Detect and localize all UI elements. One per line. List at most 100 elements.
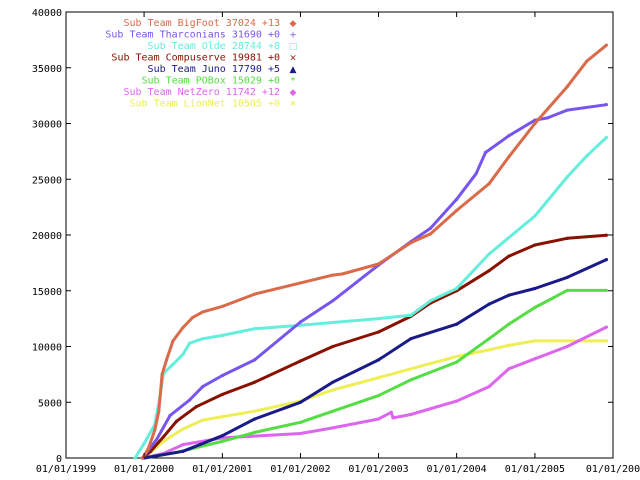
data-point-olde bbox=[604, 135, 608, 140]
data-point-netzero bbox=[455, 399, 459, 403]
data-point-tharconians bbox=[253, 358, 257, 362]
data-point-lionnet bbox=[331, 388, 335, 392]
y-tick-label: 15000 bbox=[32, 287, 62, 298]
y-tick-label: 20000 bbox=[32, 231, 62, 242]
data-point-olde bbox=[181, 352, 185, 356]
data-point-bigfoot bbox=[298, 281, 303, 285]
data-point-lionnet bbox=[376, 376, 381, 380]
y-tick-label: 40000 bbox=[32, 8, 62, 19]
data-point-tharconians bbox=[545, 116, 550, 120]
legend-marker-netzero: ◆ bbox=[290, 88, 297, 98]
data-point-compuserve bbox=[331, 344, 335, 349]
data-point-compuserve bbox=[220, 392, 224, 397]
y-tick-label: 35000 bbox=[32, 64, 62, 75]
x-tick-label: 01/01/2001 bbox=[192, 464, 252, 475]
data-point-netzero bbox=[533, 357, 537, 361]
x-tick-label: 01/01/2003 bbox=[348, 464, 408, 475]
data-point-compuserve bbox=[533, 243, 537, 247]
data-point-bigfoot bbox=[191, 315, 195, 320]
data-point-tharconians bbox=[201, 385, 205, 389]
data-point-juno bbox=[455, 322, 459, 326]
data-point-bigfoot bbox=[565, 85, 569, 89]
data-point-olde bbox=[409, 313, 413, 317]
data-point-tharconians bbox=[483, 150, 488, 155]
data-point-juno bbox=[604, 258, 608, 262]
data-point-juno bbox=[331, 380, 335, 384]
data-point-compuserve bbox=[194, 405, 198, 409]
y-tick-label: 0 bbox=[56, 454, 62, 465]
data-point-bigfoot bbox=[140, 456, 145, 460]
legend-marker-olde: □ bbox=[289, 42, 298, 52]
data-point-bigfoot bbox=[604, 43, 608, 47]
data-point-tharconians bbox=[428, 226, 433, 230]
data-point-tharconians bbox=[604, 103, 608, 107]
data-point-compuserve bbox=[161, 435, 166, 439]
data-point-olde bbox=[376, 317, 381, 321]
data-point-juno bbox=[181, 449, 185, 453]
data-point-bigfoot bbox=[487, 182, 491, 186]
data-point-pobox bbox=[455, 360, 459, 364]
series-layer bbox=[133, 43, 608, 460]
data-point-olde bbox=[188, 341, 192, 345]
data-point-bigfoot bbox=[533, 121, 537, 126]
legend-marker-compuserve: × bbox=[289, 54, 297, 64]
data-point-olde bbox=[220, 333, 224, 337]
data-point-bigfoot bbox=[201, 310, 205, 314]
legend: Sub Team BigFoot 37024 +13 ◆ Sub Team Thar… bbox=[105, 18, 297, 110]
data-point-bigfoot bbox=[164, 358, 169, 362]
data-point-pobox bbox=[331, 409, 335, 413]
data-point-pobox bbox=[220, 439, 224, 443]
data-point-netzero bbox=[565, 344, 569, 349]
data-point-juno bbox=[487, 302, 491, 306]
data-point-pobox bbox=[507, 322, 511, 326]
data-point-lionnet bbox=[181, 427, 185, 431]
data-point-lionnet bbox=[253, 409, 257, 413]
series-line-netzero bbox=[142, 325, 608, 460]
data-point-lionnet bbox=[409, 367, 413, 371]
y-tick-label: 10000 bbox=[32, 343, 62, 354]
data-point-compuserve bbox=[507, 254, 511, 258]
data-point-netzero bbox=[409, 412, 413, 417]
series-line-olde bbox=[133, 136, 608, 460]
data-point-juno bbox=[507, 293, 511, 297]
data-point-olde bbox=[533, 214, 537, 218]
x-tick-label: 01/01/1999 bbox=[36, 464, 96, 475]
data-point-bigfoot bbox=[253, 292, 257, 296]
data-point-bigfoot bbox=[160, 372, 164, 376]
legend-label-bigfoot: Sub Team BigFoot 37024 +13 bbox=[123, 18, 280, 29]
data-point-tharconians bbox=[220, 373, 224, 378]
data-point-netzero bbox=[391, 416, 395, 420]
data-point-pobox bbox=[533, 305, 537, 310]
data-point-bigfoot bbox=[340, 272, 344, 276]
data-point-tharconians bbox=[507, 134, 511, 138]
data-point-olde bbox=[171, 362, 175, 366]
data-point-lionnet bbox=[201, 418, 205, 422]
series-line-pobox bbox=[142, 288, 608, 460]
legend-label-pobox: Sub Team POBox 15029 +0 bbox=[142, 76, 280, 87]
data-point-tharconians bbox=[155, 437, 159, 441]
legend-marker-bigfoot: ◆ bbox=[290, 19, 297, 29]
data-point-pobox bbox=[376, 393, 381, 398]
data-point-lionnet bbox=[220, 415, 224, 419]
data-point-bigfoot bbox=[428, 232, 433, 236]
series-line-juno bbox=[142, 258, 608, 460]
legend-marker-juno: ▲ bbox=[290, 65, 297, 75]
data-point-netzero bbox=[487, 385, 491, 389]
data-point-tharconians bbox=[565, 108, 569, 112]
data-point-compuserve bbox=[604, 233, 608, 237]
data-point-tharconians bbox=[168, 414, 172, 418]
data-point-tharconians bbox=[298, 320, 303, 324]
legend-label-netzero: Sub Team NetZero 11742 +12 bbox=[123, 87, 280, 98]
data-point-compuserve bbox=[565, 236, 569, 240]
x-axis: 01/01/1999 01/01/2000 01/01/2001 01/01/2002… bbox=[36, 12, 640, 475]
x-tick-label: 01/01/2002 bbox=[270, 464, 330, 475]
data-point-bigfoot bbox=[157, 409, 161, 413]
data-point-juno bbox=[409, 337, 413, 341]
data-point-juno bbox=[565, 275, 569, 279]
data-point-olde bbox=[253, 327, 257, 331]
data-point-olde bbox=[428, 299, 433, 303]
data-point-juno bbox=[253, 417, 257, 421]
data-point-pobox bbox=[604, 288, 608, 293]
data-point-lionnet bbox=[507, 343, 511, 347]
